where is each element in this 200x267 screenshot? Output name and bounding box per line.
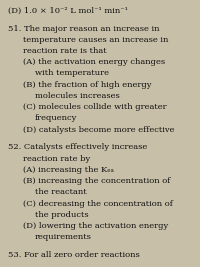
Text: 53. For all zero order reactions: 53. For all zero order reactions <box>8 251 140 259</box>
Text: (B) increasing the concentration of: (B) increasing the concentration of <box>23 177 170 185</box>
Text: (D) catalysts become more effective: (D) catalysts become more effective <box>23 125 174 134</box>
Text: reaction rate is that: reaction rate is that <box>23 47 107 55</box>
Text: (D) 1.0 × 10⁻² L mol⁻¹ min⁻¹: (D) 1.0 × 10⁻² L mol⁻¹ min⁻¹ <box>8 7 128 15</box>
Text: temperature causes an increase in: temperature causes an increase in <box>23 36 168 44</box>
Text: the products: the products <box>35 211 89 219</box>
Text: (C) decreasing the concentration of: (C) decreasing the concentration of <box>23 199 173 207</box>
Text: (C) molecules collide with greater: (C) molecules collide with greater <box>23 103 167 111</box>
Text: requirements: requirements <box>35 233 92 241</box>
Text: (D) lowering the activation energy: (D) lowering the activation energy <box>23 222 168 230</box>
Text: (A) increasing the Kₑₐ: (A) increasing the Kₑₐ <box>23 166 114 174</box>
Text: the reactant: the reactant <box>35 188 87 196</box>
Text: (B) the fraction of high energy: (B) the fraction of high energy <box>23 81 152 89</box>
Text: 51. The major reason an increase in: 51. The major reason an increase in <box>8 25 160 33</box>
Text: reaction rate by: reaction rate by <box>23 155 90 163</box>
Text: frequency: frequency <box>35 114 77 122</box>
Text: with temperature: with temperature <box>35 69 109 77</box>
Text: 52. Catalysts effectively increase: 52. Catalysts effectively increase <box>8 143 147 151</box>
Text: (A) the activation energy changes: (A) the activation energy changes <box>23 58 165 66</box>
Text: molecules increases: molecules increases <box>35 92 120 100</box>
